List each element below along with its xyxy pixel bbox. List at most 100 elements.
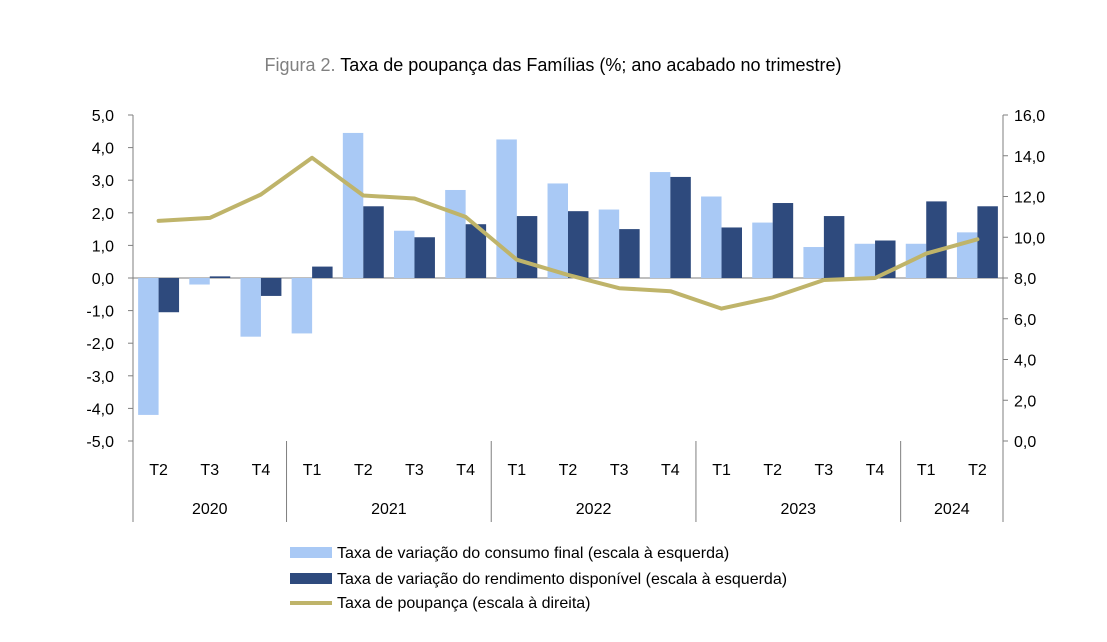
line-poupanca-point (925, 253, 927, 255)
left-tick-label: -2,0 (86, 336, 114, 353)
x-quarter-label: T2 (763, 462, 782, 479)
bar-rendimento (619, 229, 640, 278)
x-year-label: 2020 (192, 501, 228, 518)
legend: Taxa de variação do consumo final (escal… (290, 545, 787, 612)
bar-consumo (905, 243, 927, 278)
right-tick-label: 10,0 (1014, 230, 1045, 247)
bar-rendimento (414, 237, 435, 278)
bar-consumo (445, 189, 466, 278)
bar-consumo (291, 278, 313, 334)
line-poupanca-point (823, 279, 825, 281)
left-tick-label: 3,0 (92, 173, 114, 190)
x-quarter-label: T4 (866, 462, 885, 479)
right-tick-label: 12,0 (1014, 190, 1045, 207)
bar-rendimento (721, 227, 742, 278)
line-poupanca-point (618, 287, 620, 289)
x-year-label: 2024 (934, 501, 970, 518)
right-tick-label: 4,0 (1014, 353, 1036, 370)
line-layer (156, 155, 980, 311)
line-poupanca-point (516, 259, 518, 261)
left-tick-label: 5,0 (92, 108, 114, 125)
x-year-label: 2021 (371, 501, 407, 518)
bar-rendimento (363, 206, 384, 278)
line-poupanca-point (772, 296, 774, 298)
x-quarter-label: T4 (456, 462, 475, 479)
x-quarter-label: T2 (354, 462, 373, 479)
line-poupanca-point (567, 274, 569, 276)
left-tick-label: -1,0 (86, 304, 114, 321)
x-quarter-label: T4 (252, 462, 271, 479)
bar-consumo (854, 243, 876, 278)
legend-label-consumo: Taxa de variação do consumo final (escal… (337, 545, 729, 562)
left-tick-label: 1,0 (92, 238, 114, 255)
bar-consumo (496, 139, 517, 278)
chart-title-main: Taxa de poupança das Famílias (%; ano ac… (340, 55, 841, 75)
bar-rendimento (926, 201, 947, 278)
line-poupanca-point (209, 217, 211, 219)
bar-rendimento (158, 278, 180, 313)
bar-rendimento (670, 176, 691, 278)
line-poupanca-point (158, 220, 160, 222)
line-poupanca-point (721, 308, 723, 310)
legend-swatch-consumo (290, 547, 332, 558)
left-tick-label: 0,0 (92, 271, 114, 288)
bar-consumo (394, 230, 415, 278)
left-tick-label: -3,0 (86, 369, 114, 386)
bar-rendimento (772, 203, 794, 278)
bar-rendimento (209, 276, 231, 278)
left-tick-label: 4,0 (92, 141, 114, 158)
right-tick-label: 6,0 (1014, 312, 1036, 329)
chart-title: Figura 2. Taxa de poupança das Famílias … (264, 55, 841, 75)
left-tick-label: -5,0 (86, 434, 114, 451)
left-tick-label: 2,0 (92, 206, 114, 223)
right-tick-label: 2,0 (1014, 393, 1036, 410)
right-tick-label: 16,0 (1014, 108, 1045, 125)
line-poupanca-point (669, 290, 671, 292)
bar-consumo (547, 183, 568, 278)
x-quarter-label: T2 (968, 462, 987, 479)
bar-consumo (138, 278, 159, 415)
x-quarter-label: T2 (559, 462, 578, 479)
line-poupanca-point (413, 198, 415, 200)
x-year-label: 2022 (576, 501, 612, 518)
right-tick-label: 0,0 (1014, 434, 1036, 451)
bar-consumo (598, 209, 620, 278)
legend-label-poupanca: Taxa de poupança (escala à direita) (337, 595, 591, 612)
bar-consumo (752, 222, 773, 278)
x-quarter-label: T1 (303, 462, 322, 479)
legend-swatch-rendimento (290, 573, 332, 584)
line-poupanca-point (874, 277, 876, 279)
line-poupanca-point (362, 194, 364, 196)
line-poupanca-point (311, 157, 313, 159)
x-quarter-label: T1 (712, 462, 731, 479)
x-year-label: 2023 (780, 501, 816, 518)
x-quarter-label: T3 (815, 462, 834, 479)
bars-layer (138, 132, 998, 415)
bar-rendimento (516, 216, 538, 278)
bar-rendimento (465, 224, 487, 278)
legend-label-rendimento: Taxa de variação do rendimento disponíve… (337, 571, 787, 588)
bar-consumo (342, 132, 364, 278)
x-quarter-label: T3 (610, 462, 629, 479)
bar-rendimento (977, 206, 998, 278)
bar-rendimento (823, 216, 845, 278)
x-quarter-label: T3 (405, 462, 424, 479)
x-quarter-label: T2 (149, 462, 168, 479)
x-quarter-label: T1 (507, 462, 526, 479)
labels-layer: -5,0 -4,0 -3,0 -2,0 -1,0 0,0 1,0 2,0 3,0 4,0 5,0 0,… (86, 108, 1045, 518)
x-quarter-label: T4 (661, 462, 680, 479)
bar-consumo (701, 196, 722, 278)
bar-consumo (189, 278, 210, 285)
line-poupanca-point (465, 216, 467, 218)
x-quarter-label: T1 (917, 462, 936, 479)
x-quarter-label: T3 (200, 462, 219, 479)
line-poupanca-point (260, 193, 262, 195)
bar-rendimento (312, 266, 333, 278)
bar-rendimento (568, 211, 589, 278)
right-tick-label: 14,0 (1014, 149, 1045, 166)
bar-consumo (803, 247, 824, 278)
bar-consumo (240, 278, 261, 337)
bar-rendimento (260, 278, 282, 296)
chart-title-prefix: Figura 2. (264, 55, 335, 75)
